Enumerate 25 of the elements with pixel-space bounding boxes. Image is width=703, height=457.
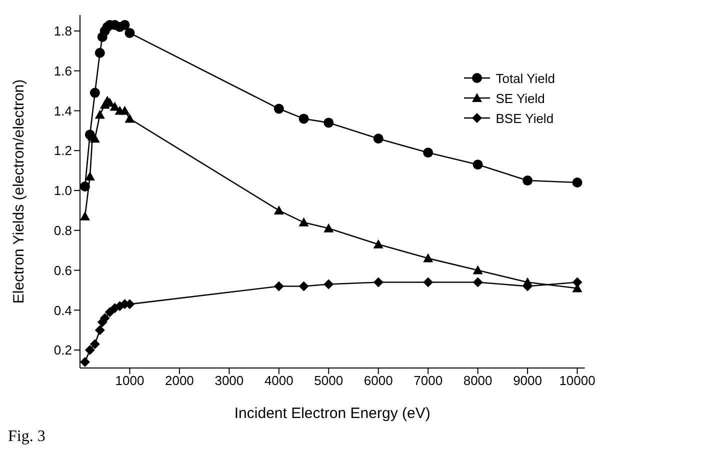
y-tick-label: 1.0 xyxy=(54,183,72,198)
legend-label: BSE Yield xyxy=(496,110,554,126)
y-tick-label: 0.4 xyxy=(54,302,72,318)
y-tick-label: 1.6 xyxy=(54,63,72,78)
y-tick-label: 0.8 xyxy=(54,223,72,238)
y-axis-title: Electron Yields (electron/electron) xyxy=(10,79,28,304)
y-tick-label: 0.2 xyxy=(54,342,72,358)
x-tick-label: 6000 xyxy=(364,373,393,388)
x-tick-label: 9000 xyxy=(513,373,542,388)
x-axis-title: Incident Electron Energy (eV) xyxy=(234,405,430,422)
x-tick-label: 10000 xyxy=(559,373,596,388)
caption: Fig. 3 xyxy=(8,428,46,446)
y-tick-label: 1.2 xyxy=(54,143,72,158)
x-tick-label: 3000 xyxy=(214,373,244,388)
x-tick-label: 4000 xyxy=(264,373,294,388)
x-tick-label: 2000 xyxy=(164,373,194,388)
legend-label: Total Yield xyxy=(496,70,555,86)
x-tick-label: 8000 xyxy=(463,373,492,388)
x-tick-label: 5000 xyxy=(314,373,344,388)
legend-label: SE Yield xyxy=(496,90,545,106)
x-tick-label: 1000 xyxy=(115,373,144,388)
y-tick-label: 1.4 xyxy=(54,103,72,118)
y-tick-label: 0.6 xyxy=(54,262,72,278)
x-tick-label: 7000 xyxy=(414,373,443,388)
y-tick-label: 1.8 xyxy=(54,24,72,39)
